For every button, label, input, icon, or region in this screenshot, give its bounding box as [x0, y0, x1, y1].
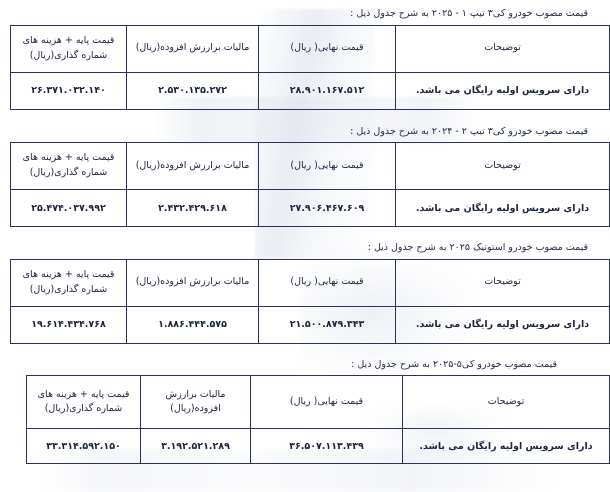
- header-base-price-line2: شماره گذاری(ریال): [29, 167, 108, 178]
- header-description: توضیحات: [402, 375, 610, 429]
- cell-description: دارای سرویس اولیه رایگان می باشد.: [402, 428, 610, 464]
- table-header-row: توضیحات قیمت نهایی( ریال) مالیات برارزش …: [10, 258, 610, 307]
- header-base-price: قیمت پایه + هزینه های شماره گذاری(ریال): [10, 142, 127, 190]
- section-title: قیمت مصوب خودرو کی۵-۲۰۲۵ به شرح جدول ذیل…: [351, 358, 557, 370]
- cell-base-price: ۱۹.۶۱۴.۴۳۴.۷۶۸: [10, 305, 127, 344]
- cell-base-price: ۲۵.۴۷۴.۰۳۷.۹۹۲: [10, 189, 127, 227]
- price-section-stonic-2025: قیمت مصوب خودرو استونیک ۲۰۲۵ به شرح جدول…: [0, 243, 610, 344]
- header-description: توضیحات: [395, 24, 610, 73]
- final-price-value: ۳۶.۵۰۷.۱۱۳.۴۳۹: [289, 440, 364, 452]
- base-price-value: ۱۹.۶۱۴.۴۳۴.۷۶۸: [31, 319, 106, 330]
- header-base-price-line1: قیمت پایه + هزینه های: [37, 388, 130, 400]
- price-table: توضیحات قیمت نهایی( ریال) مالیات برارزش …: [10, 258, 610, 344]
- header-vat-line2: افزوده(ریال): [170, 403, 221, 414]
- cell-vat: ۲.۴۳۲.۴۲۹.۶۱۸: [126, 189, 259, 227]
- header-description: توضیحات: [395, 258, 610, 307]
- cell-final-price: ۲۱.۵۰۰.۸۷۹.۳۴۳: [258, 305, 396, 344]
- cell-final-price: ۲۷.۹۰۶.۴۶۷.۶۰۹: [258, 189, 396, 227]
- cell-final-price: ۳۶.۵۰۷.۱۱۳.۴۳۹: [250, 428, 403, 464]
- header-vat: مالیات برارزش افزوده(ریال): [126, 142, 259, 190]
- header-vat: مالیات برارزش افزوده(ریال): [140, 375, 251, 429]
- section-title: قیمت مصوب خودرو کی۳ تیپ ۲ - ۲۰۲۴ به شرح …: [350, 125, 588, 137]
- section-title: قیمت مصوب خودرو کی۳ تیپ ۱ - ۲۰۲۵ به شرح …: [350, 8, 588, 19]
- base-price-value: ۲۶.۳۷۱.۰۳۲.۱۴۰: [31, 85, 106, 96]
- cell-vat: ۲.۵۳۰.۱۳۵.۲۷۲: [126, 71, 259, 110]
- header-final-price: قیمت نهایی( ریال): [250, 375, 403, 429]
- vat-value: ۲.۴۳۲.۴۲۹.۶۱۸: [158, 202, 227, 214]
- header-base-price-line1: قیمت پایه + هزینه های: [22, 268, 115, 280]
- header-base-price: قیمت پایه + هزینه های شماره گذاری(ریال): [10, 24, 127, 73]
- table-row: دارای سرویس اولیه رایگان می باشد. ۲۷.۹۰۶…: [10, 189, 610, 227]
- final-price-value: ۲۸.۹۰۱.۱۶۷.۵۱۲: [289, 85, 365, 96]
- cell-final-price: ۲۸.۹۰۱.۱۶۷.۵۱۲: [258, 71, 396, 110]
- base-price-value: ۳۳.۳۱۴.۵۹۲.۱۵۰: [46, 440, 121, 452]
- table-row: دارای سرویس اولیه رایگان می باشد. ۲۱.۵۰۰…: [10, 305, 610, 344]
- header-final-price: قیمت نهایی( ریال): [258, 24, 396, 73]
- cell-base-price: ۳۳.۳۱۴.۵۹۲.۱۵۰: [26, 428, 141, 464]
- header-vat: مالیات برارزش افزوده(ریال): [126, 258, 259, 307]
- header-vat: مالیات برارزش افزوده(ریال): [126, 24, 259, 73]
- table-header-row: توضیحات قیمت نهایی( ریال) مالیات برارزش …: [10, 24, 610, 73]
- price-table: توضیحات قیمت نهایی( ریال) مالیات برارزش …: [10, 142, 610, 227]
- header-base-price-line1: قیمت پایه + هزینه های: [22, 152, 115, 164]
- header-base-price-line2: شماره گذاری(ریال): [29, 49, 108, 61]
- header-vat-line1: مالیات برارزش: [165, 388, 226, 400]
- header-description: توضیحات: [395, 142, 610, 190]
- header-base-price: قیمت پایه + هزینه های شماره گذاری(ریال): [26, 375, 141, 429]
- header-final-price: قیمت نهایی( ریال): [258, 258, 396, 307]
- final-price-value: ۲۱.۵۰۰.۸۷۹.۳۴۳: [289, 319, 365, 330]
- price-section-k3-type1-2025: قیمت مصوب خودرو کی۳ تیپ ۱ - ۲۰۲۵ به شرح …: [0, 9, 610, 110]
- header-base-price: قیمت پایه + هزینه های شماره گذاری(ریال): [10, 258, 127, 307]
- price-table: توضیحات قیمت نهایی( ریال) مالیات برارزش …: [10, 24, 610, 110]
- vat-value: ۲.۵۳۰.۱۳۵.۲۷۲: [158, 85, 227, 96]
- price-section-k5-2025: قیمت مصوب خودرو کی۵-۲۰۲۵ به شرح جدول ذیل…: [0, 358, 610, 464]
- header-final-price: قیمت نهایی( ریال): [258, 142, 396, 190]
- cell-description: دارای سرویس اولیه رایگان می باشد.: [395, 305, 610, 344]
- cell-vat: ۳.۱۹۲.۵۲۱.۲۸۹: [140, 428, 251, 464]
- document-page: قیمت مصوب خودرو کی۳ تیپ ۱ - ۲۰۲۵ به شرح …: [0, 9, 610, 464]
- price-table: توضیحات قیمت نهایی( ریال) مالیات برارزش …: [26, 375, 610, 464]
- price-section-k3-type2-2024: قیمت مصوب خودرو کی۳ تیپ ۲ - ۲۰۲۴ به شرح …: [0, 125, 610, 227]
- table-header-row: توضیحات قیمت نهایی( ریال) مالیات برارزش …: [26, 375, 610, 429]
- header-base-price-line2: شماره گذاری(ریال): [44, 403, 123, 414]
- table-header-row: توضیحات قیمت نهایی( ریال) مالیات برارزش …: [10, 142, 610, 190]
- cell-vat: ۱.۸۸۶.۴۴۴.۵۷۵: [126, 305, 259, 344]
- table-row: دارای سرویس اولیه رایگان می باشد. ۲۸.۹۰۱…: [10, 71, 610, 110]
- vat-value: ۱.۸۸۶.۴۴۴.۵۷۵: [158, 319, 227, 330]
- final-price-value: ۲۷.۹۰۶.۴۶۷.۶۰۹: [289, 202, 365, 214]
- vat-value: ۳.۱۹۲.۵۲۱.۲۸۹: [161, 440, 230, 452]
- base-price-value: ۲۵.۴۷۴.۰۳۷.۹۹۲: [31, 202, 106, 214]
- header-base-price-line2: شماره گذاری(ریال): [29, 283, 108, 295]
- cell-base-price: ۲۶.۳۷۱.۰۳۲.۱۴۰: [10, 71, 127, 110]
- cell-description: دارای سرویس اولیه رایگان می باشد.: [395, 189, 610, 227]
- table-row: دارای سرویس اولیه رایگان می باشد. ۳۶.۵۰۷…: [26, 428, 610, 464]
- section-title: قیمت مصوب خودرو استونیک ۲۰۲۵ به شرح جدول…: [367, 242, 588, 253]
- cell-description: دارای سرویس اولیه رایگان می باشد.: [395, 71, 610, 110]
- header-base-price-line1: قیمت پایه + هزینه های: [22, 34, 115, 46]
